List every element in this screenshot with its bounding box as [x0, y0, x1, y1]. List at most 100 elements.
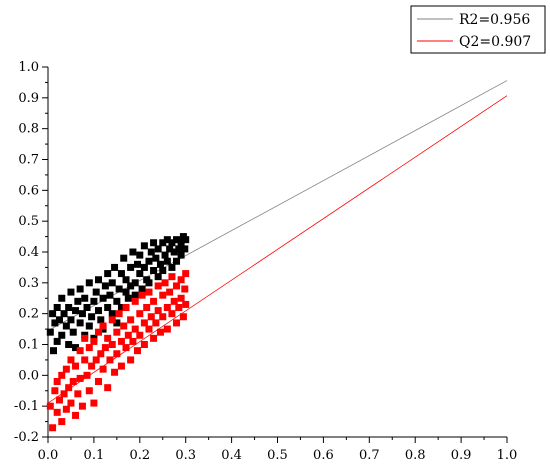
point-series-3: [46, 270, 190, 432]
data-point: [104, 384, 112, 392]
y-tick-label: 0.4: [18, 245, 39, 260]
data-point: [152, 319, 160, 327]
data-point: [72, 362, 80, 370]
data-point: [122, 304, 130, 311]
data-point: [143, 304, 151, 311]
data-point: [140, 319, 148, 327]
data-point: [113, 319, 121, 327]
data-point: [49, 310, 57, 318]
data-point: [138, 291, 146, 299]
data-point: [181, 245, 189, 253]
data-point: [113, 328, 121, 336]
data-point: [166, 288, 174, 296]
data-point: [90, 337, 98, 345]
data-point: [120, 254, 128, 262]
data-point: [69, 328, 77, 336]
data-point: [177, 294, 185, 302]
y-tick-label: 0.3: [18, 276, 39, 291]
data-point: [159, 291, 167, 299]
data-point: [50, 347, 58, 355]
data-point: [150, 297, 158, 305]
x-tick-label: 0.1: [84, 448, 105, 463]
data-point: [127, 316, 135, 324]
axes: 0.0 0.1 0.2 0.3 0.4 0.5 0.6 0.7 0.8 0.9 1.0 -0.2 -0.…: [14, 60, 517, 463]
data-point: [53, 408, 61, 416]
data-point: [104, 270, 112, 278]
data-point: [122, 276, 130, 284]
data-point: [177, 251, 185, 259]
data-point: [145, 288, 153, 296]
data-point: [76, 374, 84, 382]
data-point: [159, 313, 167, 321]
data-point: [53, 304, 61, 311]
y-tick-label: 0.2: [18, 307, 39, 322]
legend-label-q2: Q2=0.907: [459, 34, 531, 50]
data-point: [177, 239, 185, 247]
data-point: [51, 387, 59, 395]
data-point: [136, 331, 144, 339]
x-tick-label: 0.6: [313, 448, 334, 463]
data-point: [85, 344, 93, 352]
data-point: [53, 337, 61, 345]
y-tick-label: 0.7: [18, 153, 39, 168]
x-tick-label: 0.3: [175, 448, 196, 463]
data-point: [72, 307, 80, 315]
data-point: [97, 316, 105, 324]
data-point: [78, 310, 86, 318]
data-point: [117, 337, 125, 345]
y-tick-label: 0.0: [18, 368, 39, 383]
data-point: [99, 322, 107, 330]
data-point: [46, 328, 54, 336]
y-tick-label: 1.0: [18, 60, 39, 75]
data-point: [111, 368, 119, 376]
data-point: [78, 402, 86, 410]
data-point: [127, 356, 135, 364]
data-point: [173, 282, 181, 290]
data-point: [131, 297, 139, 305]
data-point: [127, 263, 135, 271]
y-tick-label: 0.1: [18, 338, 39, 353]
x-tick-label: 0.7: [359, 448, 380, 463]
data-point: [113, 297, 121, 305]
data-point: [76, 285, 84, 293]
data-point: [127, 282, 135, 290]
data-point: [179, 313, 187, 321]
data-point: [85, 387, 93, 395]
data-point: [104, 334, 112, 342]
fit-line-1: [47, 95, 508, 404]
data-point: [161, 279, 169, 287]
data-point: [60, 390, 68, 398]
data-point: [117, 270, 125, 278]
data-point: [99, 365, 107, 373]
data-point: [62, 365, 70, 373]
data-point: [122, 344, 130, 352]
data-point: [156, 260, 164, 268]
data-point: [94, 276, 102, 284]
data-point: [85, 279, 93, 287]
data-point: [58, 331, 66, 339]
data-point: [58, 294, 66, 302]
data-point: [58, 418, 66, 426]
data-point: [140, 242, 148, 250]
data-point: [58, 371, 66, 379]
data-point: [65, 304, 73, 311]
data-point: [69, 378, 77, 385]
data-point: [60, 310, 68, 318]
data-point: [129, 248, 137, 256]
x-tick-label: 0.9: [451, 448, 472, 463]
data-point: [94, 307, 102, 315]
data-point: [131, 325, 139, 333]
data-point: [124, 294, 132, 302]
scatter-points: [46, 233, 190, 432]
data-point: [150, 267, 158, 274]
data-point: [65, 384, 73, 392]
data-point: [88, 362, 96, 370]
y-tick-label: 0.8: [18, 122, 39, 137]
data-point: [76, 347, 84, 355]
data-point: [94, 378, 102, 385]
data-point: [67, 356, 75, 364]
data-point: [175, 245, 183, 253]
data-point: [136, 310, 144, 318]
data-point: [111, 263, 119, 271]
